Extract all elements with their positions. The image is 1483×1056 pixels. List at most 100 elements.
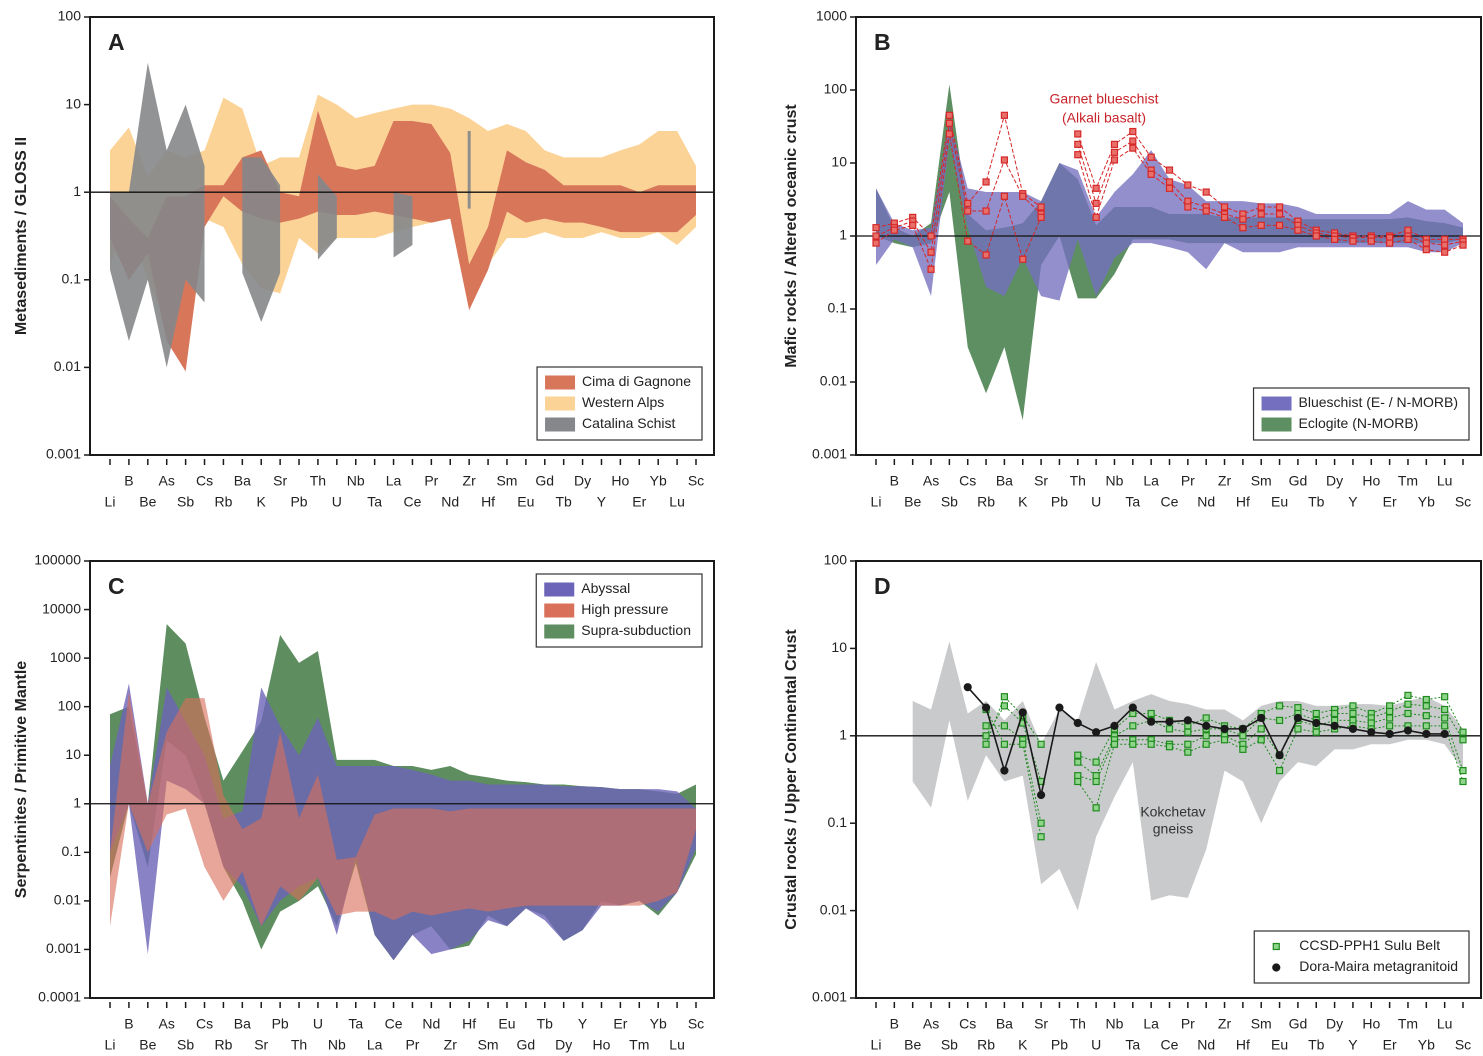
envelope <box>876 84 1463 421</box>
y-tick-label: 1000 <box>816 8 847 24</box>
marker <box>1202 714 1210 722</box>
marker <box>1037 740 1045 748</box>
x-tick-label: Pb <box>290 494 307 510</box>
x-tick-label: Y <box>1348 494 1358 510</box>
legend: Blueschist (E- / N-MORB) Eclogite (N-MORB… <box>1252 387 1470 441</box>
marker <box>1037 819 1045 827</box>
x-tick-label: Dy <box>1326 1016 1343 1032</box>
x-tick-label: Zr <box>444 1037 458 1053</box>
marker <box>1110 740 1119 748</box>
marker <box>909 221 917 229</box>
marker <box>1238 724 1247 733</box>
marker <box>1386 714 1394 722</box>
marker <box>1036 790 1046 800</box>
envelope <box>110 62 205 368</box>
x-tick-label: U <box>1091 494 1101 510</box>
x-tick-label: Eu <box>517 494 534 510</box>
x-tick-label: Cs <box>959 473 976 489</box>
x-tick-label: Nb <box>347 473 365 489</box>
x-tick-label: Hf <box>462 1016 476 1032</box>
marker <box>1404 709 1412 718</box>
marker <box>1019 740 1027 748</box>
marker <box>1459 728 1467 736</box>
legend: CCSD-PPH1 Sulu Belt Dora-Maira metagranit… <box>1253 930 1470 984</box>
y-axis-label: Crustal rocks / Upper Continental Crust <box>783 629 800 930</box>
marker <box>1239 745 1247 753</box>
marker <box>1293 713 1303 723</box>
marker <box>1367 728 1376 737</box>
marker <box>1257 725 1265 733</box>
x-tick-label: Yb <box>1418 494 1435 510</box>
marker <box>1386 707 1394 716</box>
x-tick-label: B <box>890 473 899 489</box>
annotation: Kokchetav <box>1140 804 1205 820</box>
y-tick-label: 0.01 <box>54 892 81 908</box>
marker <box>1000 111 1009 119</box>
x-tick-label: Gd <box>1289 1016 1308 1032</box>
x-tick-label: B <box>124 473 133 489</box>
x-tick-label: Gd <box>535 473 554 489</box>
marker <box>1275 702 1284 710</box>
envelope <box>912 641 1463 911</box>
marker <box>1349 702 1357 710</box>
marker <box>1184 181 1192 189</box>
sample-line <box>875 123 1464 254</box>
marker <box>1092 758 1100 766</box>
x-tick-label: Ba <box>234 473 251 489</box>
x-tick-label: Th <box>310 473 326 489</box>
marker <box>1147 170 1155 178</box>
marker <box>1092 199 1100 207</box>
marker <box>1349 709 1357 718</box>
x-tick-label: Gd <box>517 1037 536 1053</box>
marker <box>1459 736 1467 744</box>
x-tick-label: U <box>313 1016 323 1032</box>
marker <box>927 232 935 240</box>
marker <box>1000 156 1009 164</box>
marker <box>1184 197 1192 205</box>
x-tick-label: Pr <box>405 1037 419 1053</box>
marker <box>1074 758 1082 766</box>
x-tick-label: Er <box>1383 1037 1397 1053</box>
marker <box>1330 709 1339 718</box>
y-tick-label: 0.1 <box>828 300 848 316</box>
legend-label: CCSD-PPH1 Sulu Belt <box>1299 937 1440 953</box>
x-tick-label: Li <box>105 494 116 510</box>
x-tick-label: Sm <box>496 473 517 489</box>
y-tick-label: 0.01 <box>820 901 847 917</box>
marker <box>1422 246 1430 254</box>
marker <box>945 130 953 138</box>
marker <box>1147 740 1155 748</box>
marker <box>1275 221 1284 229</box>
marker <box>1000 740 1009 748</box>
marker <box>1000 766 1009 775</box>
y-tick-label: 0.001 <box>46 446 81 462</box>
marker <box>1184 728 1192 736</box>
marker <box>1184 203 1192 211</box>
x-tick-label: Ta <box>348 1016 363 1032</box>
x-tick-label: Tm <box>1398 473 1418 489</box>
x-tick-label: Pr <box>1181 1016 1195 1032</box>
x-tick-label: Nb <box>1106 1016 1124 1032</box>
x-tick-label: Ce <box>1161 1037 1179 1053</box>
marker <box>982 251 990 259</box>
marker <box>982 732 990 740</box>
x-tick-label: Nd <box>441 494 459 510</box>
sample-line <box>985 703 1464 782</box>
marker <box>945 111 953 119</box>
marker <box>1422 722 1430 730</box>
x-tick-label: La <box>1143 1016 1159 1032</box>
y-tick-label: 0.01 <box>820 373 847 389</box>
x-tick-label: Ta <box>1125 1037 1140 1053</box>
x-tick-label: Tm <box>1398 1016 1418 1032</box>
marker <box>1275 203 1284 211</box>
marker <box>1000 702 1009 710</box>
legend-swatch <box>544 624 575 639</box>
marker <box>1459 766 1467 775</box>
envelope <box>876 119 1463 301</box>
legend-swatch <box>545 396 576 411</box>
marker <box>1000 693 1009 701</box>
marker <box>1110 156 1119 164</box>
x-tick-label: Pb <box>1051 1037 1068 1053</box>
